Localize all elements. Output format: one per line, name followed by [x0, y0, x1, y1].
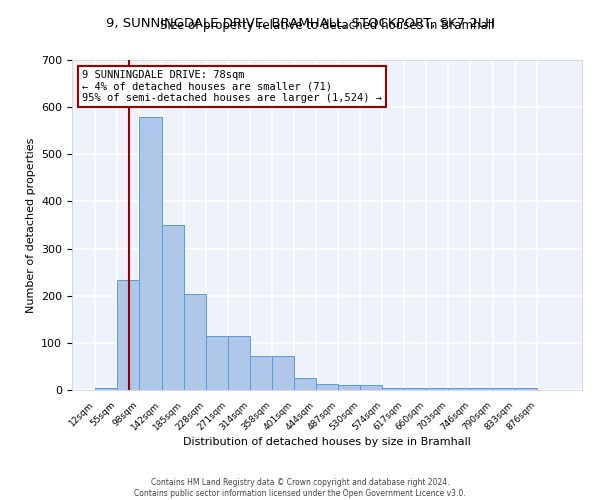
- Text: Contains HM Land Registry data © Crown copyright and database right 2024.
Contai: Contains HM Land Registry data © Crown c…: [134, 478, 466, 498]
- Text: 9, SUNNINGDALE DRIVE, BRAMHALL, STOCKPORT, SK7 2LH: 9, SUNNINGDALE DRIVE, BRAMHALL, STOCKPOR…: [106, 18, 494, 30]
- Y-axis label: Number of detached properties: Number of detached properties: [26, 138, 35, 312]
- Bar: [316, 384, 338, 390]
- Bar: [404, 388, 427, 390]
- Bar: [272, 356, 294, 390]
- Bar: [448, 388, 470, 390]
- Bar: [427, 388, 448, 390]
- Bar: [161, 225, 184, 390]
- Bar: [382, 388, 404, 390]
- Bar: [250, 356, 272, 390]
- Bar: [227, 336, 250, 390]
- Bar: [139, 116, 161, 390]
- Bar: [117, 280, 139, 390]
- Bar: [294, 378, 316, 390]
- Bar: [95, 388, 117, 390]
- Text: 9 SUNNINGDALE DRIVE: 78sqm
← 4% of detached houses are smaller (71)
95% of semi-: 9 SUNNINGDALE DRIVE: 78sqm ← 4% of detac…: [82, 70, 382, 103]
- X-axis label: Distribution of detached houses by size in Bramhall: Distribution of detached houses by size …: [183, 438, 471, 448]
- Bar: [515, 388, 537, 390]
- Bar: [338, 386, 360, 390]
- Bar: [184, 294, 206, 390]
- Bar: [206, 336, 227, 390]
- Bar: [493, 388, 515, 390]
- Title: Size of property relative to detached houses in Bramhall: Size of property relative to detached ho…: [160, 20, 494, 32]
- Bar: [360, 386, 382, 390]
- Bar: [470, 388, 493, 390]
